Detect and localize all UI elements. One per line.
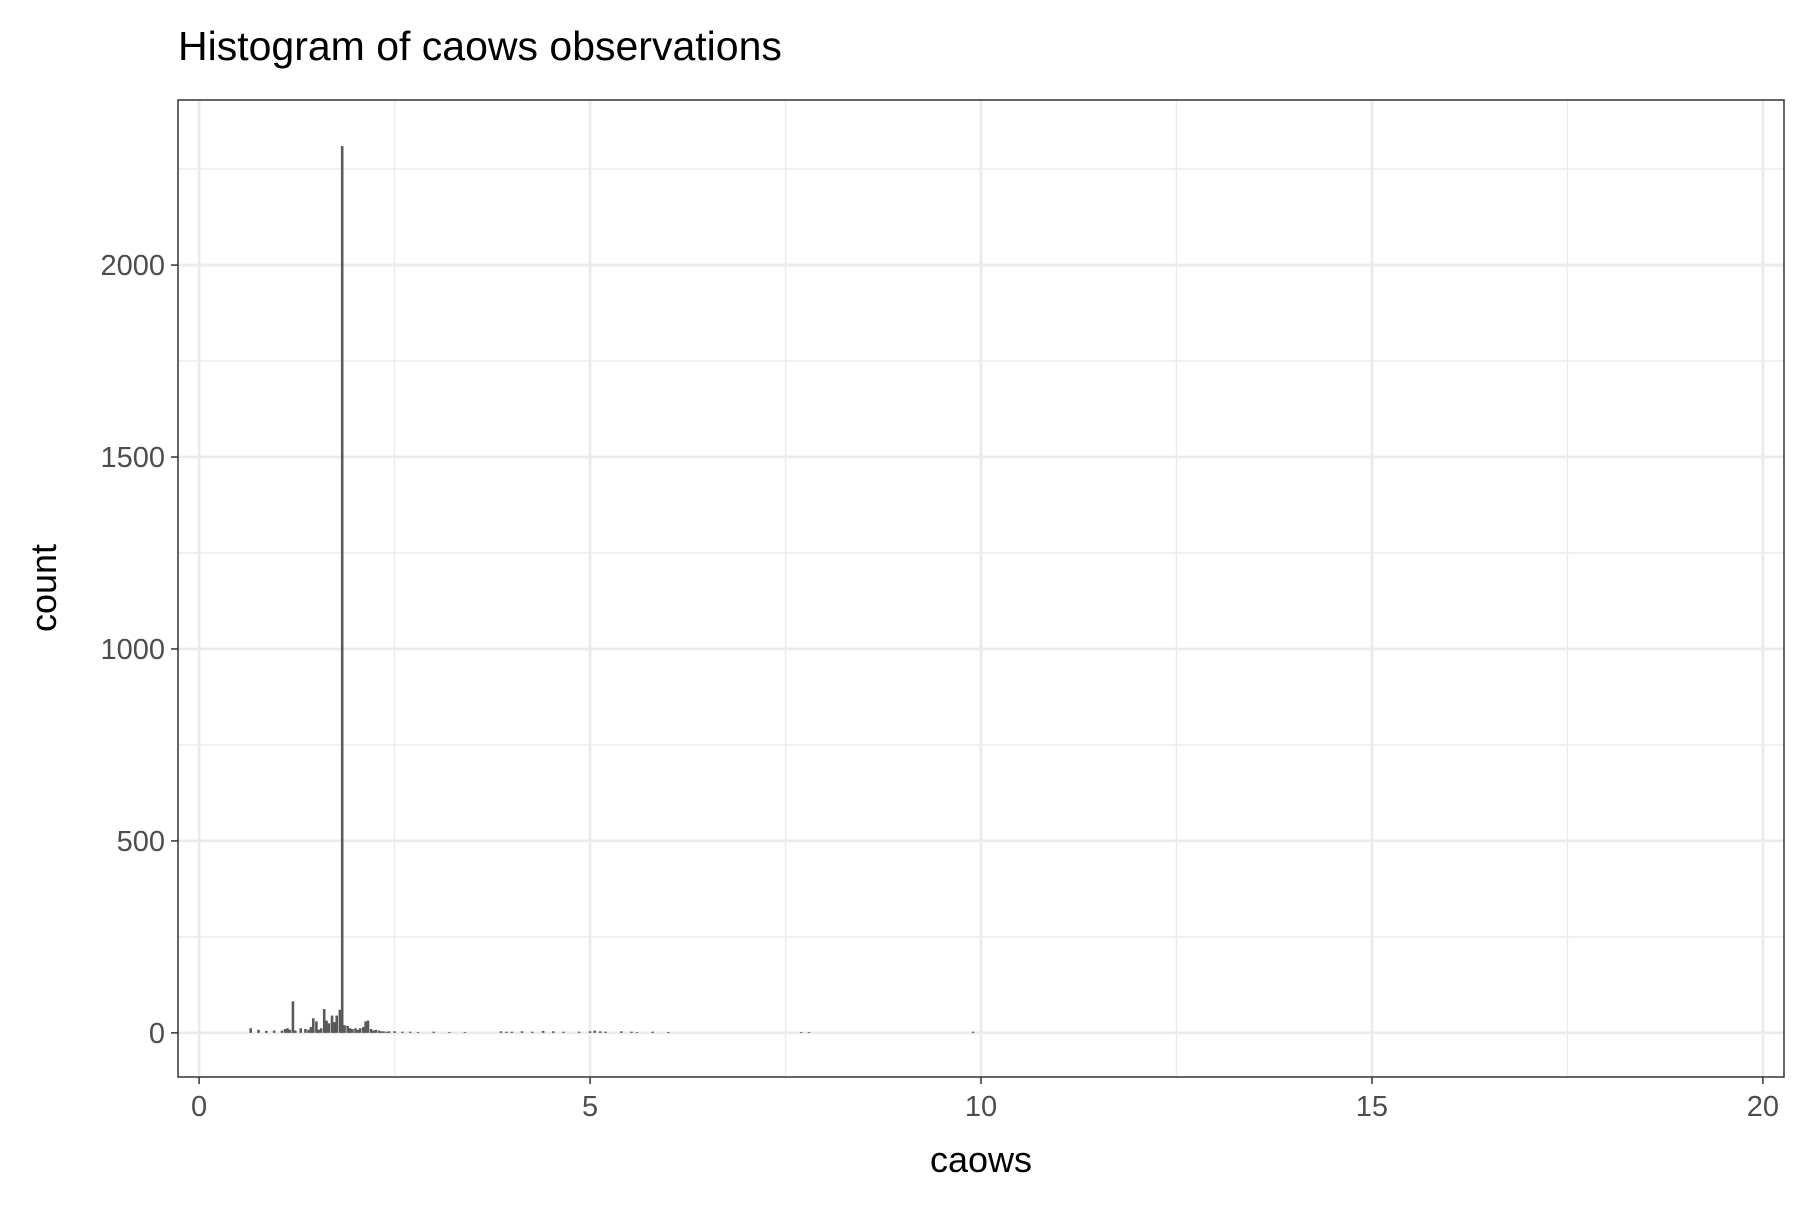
histogram-bar (362, 1027, 365, 1033)
histogram-bar (293, 1030, 297, 1033)
histogram-bar (380, 1031, 383, 1033)
y-axis: 0 500 1000 1500 2000 (100, 250, 178, 1050)
histogram-bar (408, 1031, 412, 1033)
histogram-bar (348, 1028, 352, 1033)
histogram-bar (971, 1031, 975, 1033)
histogram-bar (598, 1031, 602, 1033)
histogram-bar (338, 1009, 342, 1033)
chart-title: Histogram of caows observations (178, 23, 782, 69)
x-tick-label: 10 (965, 1091, 997, 1123)
histogram-bar (330, 1015, 334, 1033)
y-tick-label: 1500 (100, 442, 165, 474)
y-tick-label: 0 (149, 1018, 165, 1050)
histogram-bar (315, 1021, 318, 1033)
histogram-bar (588, 1031, 592, 1033)
histogram-bar (552, 1031, 555, 1033)
histogram-bar (351, 1029, 354, 1033)
y-tick-label: 2000 (100, 250, 165, 282)
histogram-bar (577, 1031, 581, 1033)
histogram-bar (432, 1031, 435, 1033)
x-axis: 0 5 10 15 20 (191, 1077, 1779, 1123)
histogram-bar (358, 1028, 362, 1033)
histogram-bar (257, 1029, 260, 1033)
histogram-bar (340, 146, 344, 1033)
histogram-bar (286, 1028, 289, 1033)
histogram-bar (343, 1025, 346, 1033)
histogram-bar (265, 1030, 268, 1033)
histogram-bar (364, 1021, 367, 1033)
histogram-bar (280, 1030, 284, 1033)
histogram-bar (635, 1032, 639, 1033)
histogram-bar (541, 1030, 545, 1033)
histogram-bar (335, 1015, 339, 1033)
x-tick-label: 0 (191, 1091, 207, 1123)
histogram-bar (325, 1020, 328, 1033)
histogram-bar (322, 1009, 326, 1033)
histogram-bar (604, 1031, 607, 1033)
histogram-bar (374, 1029, 378, 1033)
histogram-bar (249, 1028, 253, 1033)
grid-major (178, 100, 1784, 1077)
histogram-bar (283, 1029, 287, 1033)
histogram-bar (807, 1032, 811, 1033)
histogram-bar (272, 1030, 276, 1033)
histogram-bar (463, 1032, 467, 1033)
histogram-bar (319, 1028, 323, 1033)
histogram-bar (307, 1029, 310, 1033)
y-tick-label: 1000 (100, 634, 165, 666)
histogram-bar (651, 1031, 654, 1033)
histogram-bar (448, 1032, 451, 1033)
histogram-bar (333, 1022, 336, 1033)
histogram-bar (385, 1031, 389, 1033)
histogram-bar (327, 1023, 331, 1033)
x-tick-label: 15 (1356, 1091, 1388, 1123)
histogram-bar (530, 1031, 534, 1033)
histogram-bar (372, 1030, 375, 1033)
histogram-bar (354, 1028, 357, 1033)
y-axis-title: count (23, 544, 64, 632)
histogram-bar (346, 1025, 349, 1033)
histogram-bar (382, 1031, 385, 1033)
histogram-bar (630, 1031, 633, 1033)
histogram-bar (401, 1031, 404, 1033)
histogram-bar (393, 1031, 396, 1033)
histogram-bar (291, 1001, 295, 1033)
histogram-bar (510, 1031, 514, 1033)
histogram-bar (299, 1028, 303, 1033)
x-tick-label: 20 (1747, 1091, 1779, 1123)
histogram-bar (562, 1031, 565, 1033)
histogram-bar (304, 1029, 307, 1033)
histogram-bar (666, 1032, 670, 1033)
histogram-bar (356, 1029, 360, 1033)
histogram-bar (593, 1030, 597, 1033)
y-tick-label: 500 (117, 826, 165, 858)
histogram-bar (520, 1031, 524, 1033)
histogram-bars (249, 146, 975, 1033)
histogram-bar (799, 1032, 803, 1033)
histogram-bar (311, 1018, 315, 1033)
histogram-bar (505, 1031, 508, 1033)
histogram-bar (377, 1030, 381, 1033)
histogram-bar (620, 1031, 623, 1033)
histogram-bar (499, 1031, 503, 1033)
histogram-bar (317, 1029, 321, 1033)
histogram-bar (416, 1032, 420, 1033)
histogram-bar (366, 1020, 370, 1033)
x-tick-label: 5 (582, 1091, 598, 1123)
x-axis-title: caows (930, 1139, 1032, 1180)
histogram-bar (387, 1031, 391, 1033)
histogram-bar (309, 1027, 313, 1033)
histogram-bar (288, 1029, 292, 1033)
histogram-bar (369, 1029, 373, 1033)
